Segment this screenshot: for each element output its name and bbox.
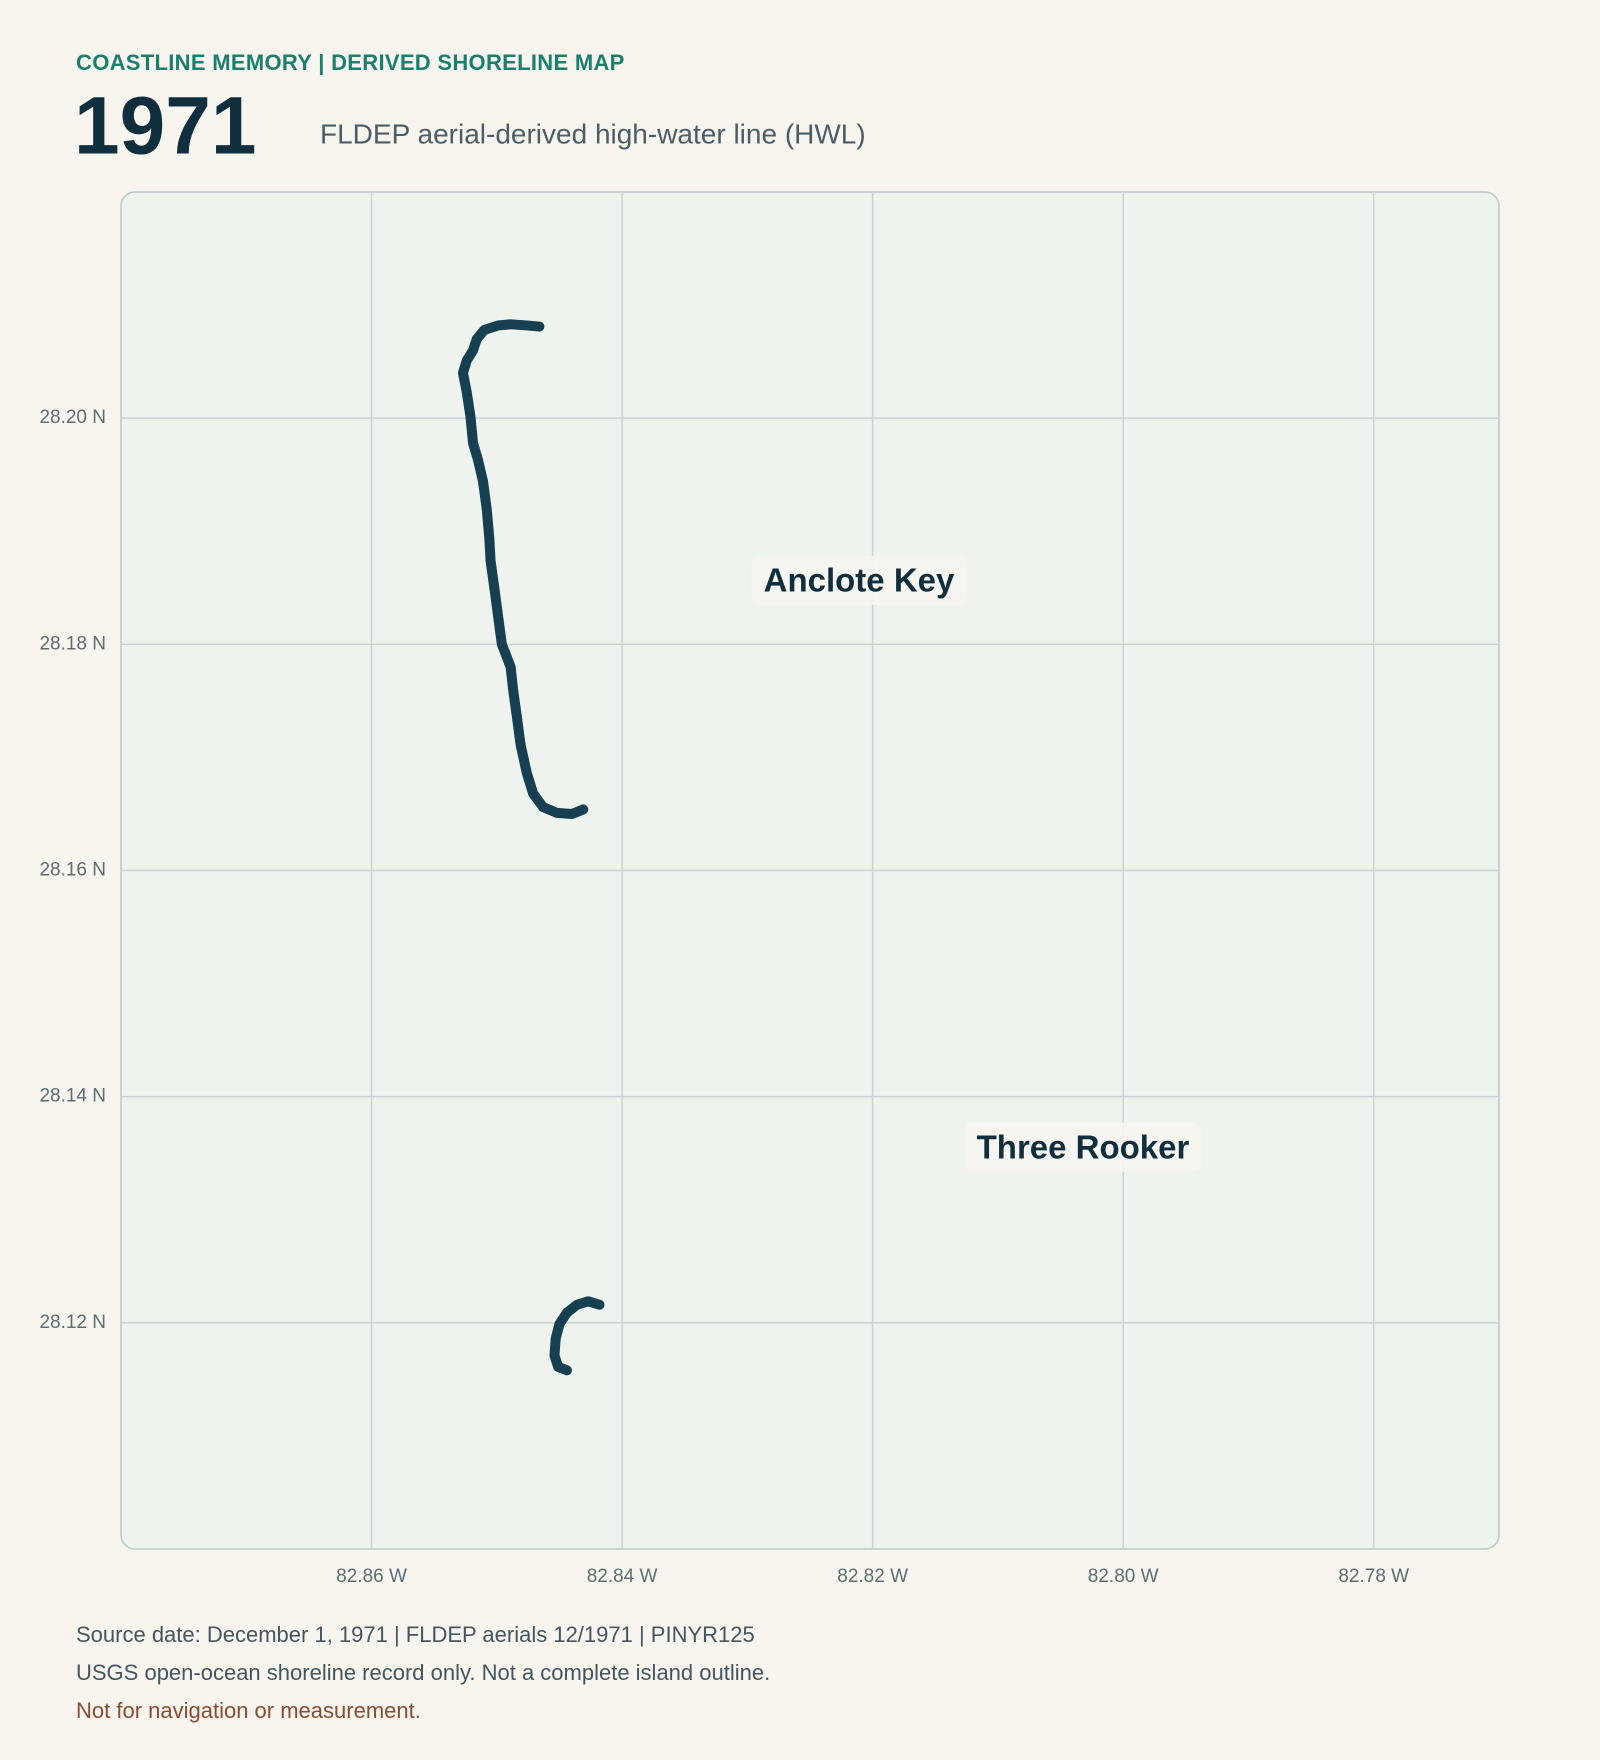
x-tick-label: 82.80 W [1088, 1566, 1159, 1587]
y-tick-label: 28.12 N [39, 1312, 106, 1333]
y-tick-label: 28.20 N [39, 407, 106, 428]
footer-scope: USGS open-ocean shoreline record only. N… [76, 1660, 770, 1685]
label-background [751, 555, 968, 605]
x-tick-label: 82.86 W [336, 1566, 407, 1587]
footer-source: Source date: December 1, 1971 | FLDEP ae… [76, 1622, 755, 1647]
x-tick-label: 82.84 W [587, 1566, 658, 1587]
y-tick-label: 28.18 N [39, 633, 106, 654]
kicker: COASTLINE MEMORY | DERIVED SHORELINE MAP [76, 50, 625, 75]
footer-warning: Not for navigation or measurement. [76, 1698, 421, 1723]
place-label: Three Rooker [977, 1129, 1190, 1166]
shoreline [457, 319, 589, 819]
x-tick-label: 82.82 W [837, 1566, 908, 1587]
y-tick-label: 28.16 N [39, 860, 106, 881]
subtitle: FLDEP aerial-derived high-water line (HW… [320, 118, 866, 149]
shoreline [549, 1296, 605, 1376]
label-background [964, 1122, 1202, 1172]
x-tick-label: 82.78 W [1338, 1566, 1409, 1587]
y-tick-label: 28.14 N [39, 1086, 106, 1107]
annotations: Anclote Key Three Rooker [751, 555, 1202, 1172]
grid [121, 192, 1499, 1549]
place-label: Anclote Key [764, 562, 955, 599]
shorelines [457, 319, 605, 1376]
year-title: 1971 [74, 81, 256, 172]
